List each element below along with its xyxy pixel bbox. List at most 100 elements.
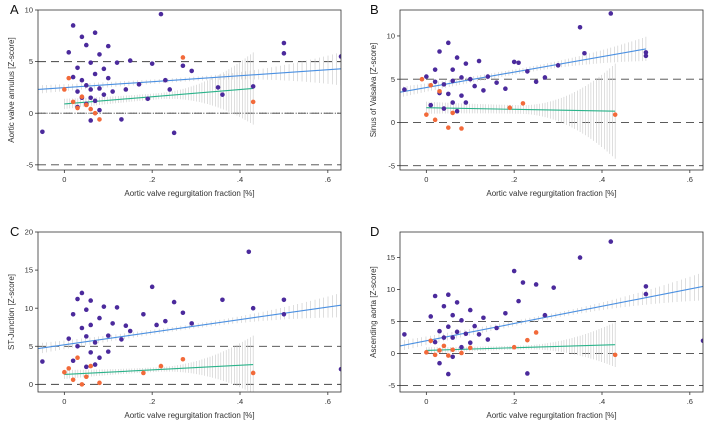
data-point (163, 318, 168, 324)
data-point (88, 298, 93, 303)
data-point (511, 268, 517, 274)
data-point (250, 99, 256, 105)
data-point (446, 371, 451, 377)
data-point (459, 344, 464, 350)
data-point (75, 296, 80, 302)
data-point (123, 87, 129, 92)
x-axis-title: Aortic valve regurgitation fraction [%] (486, 189, 616, 198)
y-axis-title: Aortic valve annulus [Z-score] (7, 37, 16, 142)
data-point (700, 338, 703, 344)
data-point (481, 315, 486, 321)
data-point (454, 55, 460, 60)
data-point (525, 69, 530, 74)
data-point (432, 67, 438, 72)
x-tick-label: .6 (325, 175, 331, 184)
data-point (437, 328, 442, 334)
data-point (441, 343, 447, 349)
data-point (476, 332, 482, 337)
data-point (66, 336, 72, 341)
data-point (97, 355, 102, 361)
data-point (250, 84, 256, 89)
data-point (507, 105, 513, 111)
data-point (432, 293, 438, 299)
y-tick-label: 10 (387, 285, 395, 294)
data-point (450, 100, 456, 105)
y-tick-label: 0 (391, 118, 395, 127)
data-point (66, 50, 72, 55)
data-point (441, 106, 447, 111)
data-point (516, 298, 521, 304)
data-point (92, 340, 98, 345)
y-tick-label: 5 (391, 75, 395, 84)
data-point (338, 366, 341, 372)
data-point (281, 51, 287, 56)
y-tick-label: 10 (25, 304, 33, 313)
data-point (167, 87, 173, 92)
data-point (163, 77, 168, 83)
plot-area (400, 239, 703, 387)
plot-area (38, 249, 341, 392)
data-point (97, 86, 102, 91)
x-tick-label: .6 (687, 175, 693, 184)
data-point (450, 335, 456, 340)
confidence-band (426, 322, 616, 368)
data-point (516, 60, 521, 66)
fit-line (38, 304, 341, 350)
data-point (494, 80, 499, 85)
y-tick-label: -5 (26, 160, 33, 169)
data-point (70, 23, 76, 28)
y-tick-label: -5 (388, 161, 395, 170)
data-point (40, 359, 45, 364)
data-point (62, 87, 67, 92)
fit-line (64, 364, 254, 376)
axes-frame (399, 9, 704, 171)
data-point (533, 282, 539, 287)
data-point (428, 102, 434, 108)
data-point (643, 50, 649, 55)
x-axis-title: Aortic valve regurgitation fraction [%] (124, 189, 254, 198)
data-point (246, 249, 252, 255)
data-point (119, 337, 124, 342)
data-point (450, 110, 456, 116)
x-tick-label: 0 (424, 175, 428, 184)
data-point (101, 304, 107, 309)
data-point (97, 117, 102, 122)
data-point (141, 370, 146, 376)
data-point (70, 99, 76, 105)
x-tick-label: .6 (325, 397, 331, 406)
data-point (520, 101, 526, 106)
data-point (92, 110, 98, 116)
data-point (66, 366, 72, 371)
data-point (215, 85, 221, 90)
fit-line (400, 48, 647, 93)
data-point (485, 337, 491, 342)
data-point (551, 285, 556, 290)
data-point (75, 105, 80, 111)
data-point (432, 339, 438, 345)
data-point (84, 374, 89, 380)
data-point (437, 89, 442, 94)
data-point (481, 88, 486, 93)
data-point (432, 79, 438, 85)
y-axis-title: ST-Junction [Z-score] (7, 274, 16, 350)
data-point (450, 347, 456, 353)
fit-line (38, 68, 341, 91)
data-point (520, 280, 526, 285)
data-point (79, 77, 85, 83)
data-point (110, 321, 115, 326)
data-point (454, 300, 460, 305)
y-axis-title: Ascending aorta [Z-score] (369, 266, 378, 358)
data-point (511, 59, 517, 65)
data-point (97, 52, 102, 57)
data-point (88, 106, 93, 112)
data-point (450, 354, 456, 360)
data-point (459, 350, 464, 356)
data-point (446, 324, 451, 330)
data-point (110, 89, 115, 94)
data-point (612, 352, 618, 358)
panel-B: 0 .2 .4 .6 -5 0 5 10 Aortic valve regurgitation … (369, 2, 704, 198)
data-point (281, 297, 287, 303)
data-point (92, 30, 98, 36)
data-point (79, 382, 85, 387)
x-tick-label: .2 (511, 397, 517, 406)
